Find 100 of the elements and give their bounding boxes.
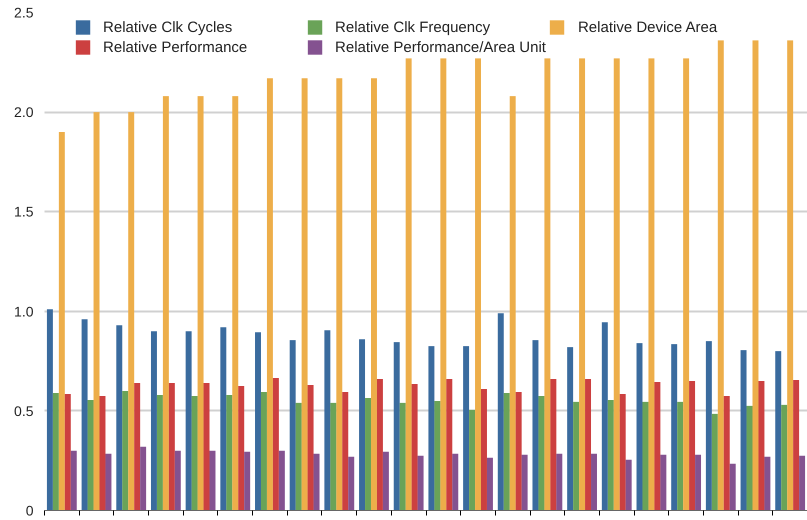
bar	[226, 394, 232, 510]
bar	[758, 381, 764, 510]
bar	[255, 332, 261, 510]
bar	[46, 309, 53, 510]
bar	[573, 402, 580, 510]
y-tick-label: 1.0	[14, 303, 34, 320]
bar	[314, 454, 320, 510]
bar	[591, 454, 597, 510]
bar	[302, 78, 308, 510]
bar	[522, 454, 528, 510]
bar	[469, 410, 476, 510]
bar	[434, 400, 440, 510]
bar	[440, 58, 446, 510]
bar	[348, 456, 354, 510]
bar	[579, 58, 586, 510]
bar	[620, 394, 626, 510]
y-tick-label: 1.5	[14, 204, 34, 220]
y-tick-label: 0	[26, 502, 34, 518]
legend-label: Relative Device Area	[578, 18, 718, 36]
bar	[186, 331, 192, 510]
bar	[538, 396, 544, 510]
bar	[296, 402, 302, 510]
legend-label: Relative Performance	[103, 38, 248, 56]
bar	[706, 341, 712, 510]
bar	[475, 58, 482, 510]
bar	[446, 379, 452, 510]
bar	[689, 381, 696, 510]
bar	[585, 379, 592, 510]
bar	[370, 78, 377, 510]
bar	[324, 330, 330, 510]
bar	[290, 340, 296, 510]
bar	[400, 402, 406, 510]
bar	[654, 382, 660, 510]
bar	[382, 452, 389, 510]
bar	[204, 383, 210, 510]
bar	[105, 454, 112, 510]
bar	[342, 392, 348, 510]
bar	[64, 394, 71, 510]
bar	[510, 96, 516, 510]
bar	[532, 340, 538, 510]
bar	[412, 384, 418, 510]
bar	[730, 464, 736, 510]
bar	[168, 383, 175, 510]
bar	[128, 112, 134, 510]
bar	[764, 456, 770, 510]
bar	[394, 342, 400, 510]
bar	[232, 96, 238, 510]
legend-label: Relative Performance/Area Unit	[335, 38, 546, 56]
bar	[174, 450, 181, 510]
bar	[556, 454, 562, 510]
y-tick-label: 0.5	[14, 402, 34, 419]
bar	[550, 379, 556, 510]
bar	[602, 322, 608, 510]
bar	[272, 378, 279, 510]
bar	[614, 58, 620, 510]
bar	[162, 96, 169, 510]
bar	[775, 351, 782, 510]
bar	[544, 58, 550, 510]
bar	[365, 398, 371, 510]
bar	[376, 379, 383, 510]
bar	[210, 450, 216, 510]
bar	[140, 446, 146, 510]
bar	[642, 402, 648, 510]
bar	[100, 396, 106, 510]
bar	[695, 454, 702, 510]
bar	[52, 392, 59, 510]
bar	[504, 392, 510, 510]
bar	[481, 388, 487, 510]
bar	[70, 450, 77, 510]
y-tick-label: 2.0	[14, 104, 34, 120]
bar	[793, 380, 800, 510]
bar	[428, 346, 434, 510]
bar	[88, 400, 94, 510]
bar	[677, 402, 684, 510]
bar	[683, 58, 690, 510]
bar	[648, 58, 654, 510]
bar	[150, 331, 157, 510]
bar	[308, 385, 314, 510]
bar	[740, 350, 747, 510]
bar	[787, 40, 794, 510]
bar	[746, 406, 752, 510]
bar	[94, 112, 100, 510]
bar	[134, 383, 140, 510]
bar	[718, 40, 724, 510]
bar	[463, 346, 470, 510]
bar	[122, 390, 128, 510]
bar	[712, 414, 718, 510]
bar	[636, 343, 642, 510]
bar	[418, 456, 424, 510]
bar	[336, 78, 342, 510]
bar	[567, 347, 574, 510]
bar	[781, 404, 788, 510]
bar	[660, 454, 666, 510]
bar	[671, 344, 678, 510]
bar	[608, 400, 614, 510]
bar	[752, 40, 758, 510]
bar	[626, 460, 632, 510]
legend-label: Relative Clk Frequency	[335, 18, 492, 36]
bar	[452, 454, 458, 510]
legend-label: Relative Clk Cycles	[103, 18, 234, 36]
